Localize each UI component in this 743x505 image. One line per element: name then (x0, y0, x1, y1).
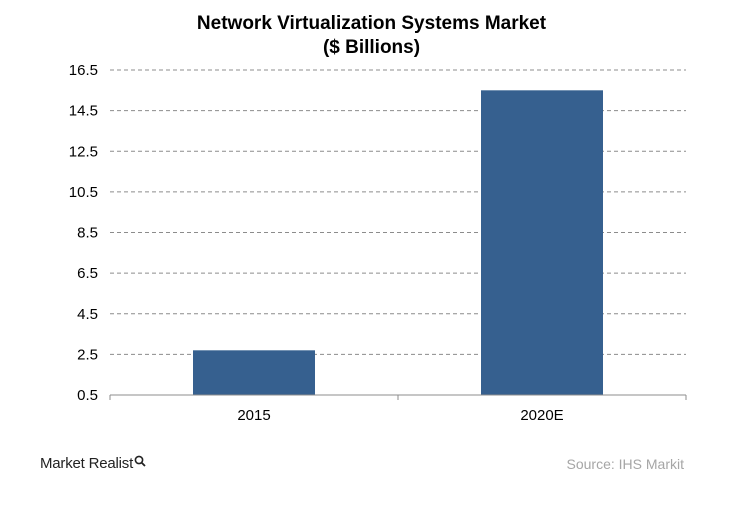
magnifier-icon (134, 455, 146, 467)
bar-2020E (481, 90, 603, 395)
y-tick-label: 16.5 (69, 62, 98, 79)
x-tick-label: 2020E (520, 407, 563, 424)
x-tick-labels: 2015 2020E (237, 407, 563, 424)
y-tick-labels: 0.5 2.5 4.5 6.5 8.5 10.5 12.5 14.5 16.5 (69, 62, 98, 404)
y-tick-label: 2.5 (77, 346, 98, 363)
source-note: Source: IHS Markit (566, 456, 684, 472)
bars (193, 90, 603, 395)
market-realist-logo: Market Realist (40, 455, 146, 472)
bar-2015 (193, 350, 315, 395)
y-tick-label: 14.5 (69, 103, 98, 120)
y-tick-label: 6.5 (77, 265, 98, 282)
chart-subtitle: ($ Billions) (322, 37, 421, 58)
y-tick-label: 10.5 (69, 184, 98, 201)
y-tick-label: 12.5 (69, 143, 98, 160)
y-tick-label: 8.5 (77, 225, 98, 242)
x-tick-label: 2015 (237, 407, 270, 424)
y-tick-label: 0.5 (77, 387, 98, 404)
chart-title: Network Virtualization Systems Market (196, 13, 547, 34)
logo-text: Market Realist (40, 455, 134, 472)
y-tick-label: 4.5 (77, 306, 98, 323)
axes (109, 394, 687, 400)
